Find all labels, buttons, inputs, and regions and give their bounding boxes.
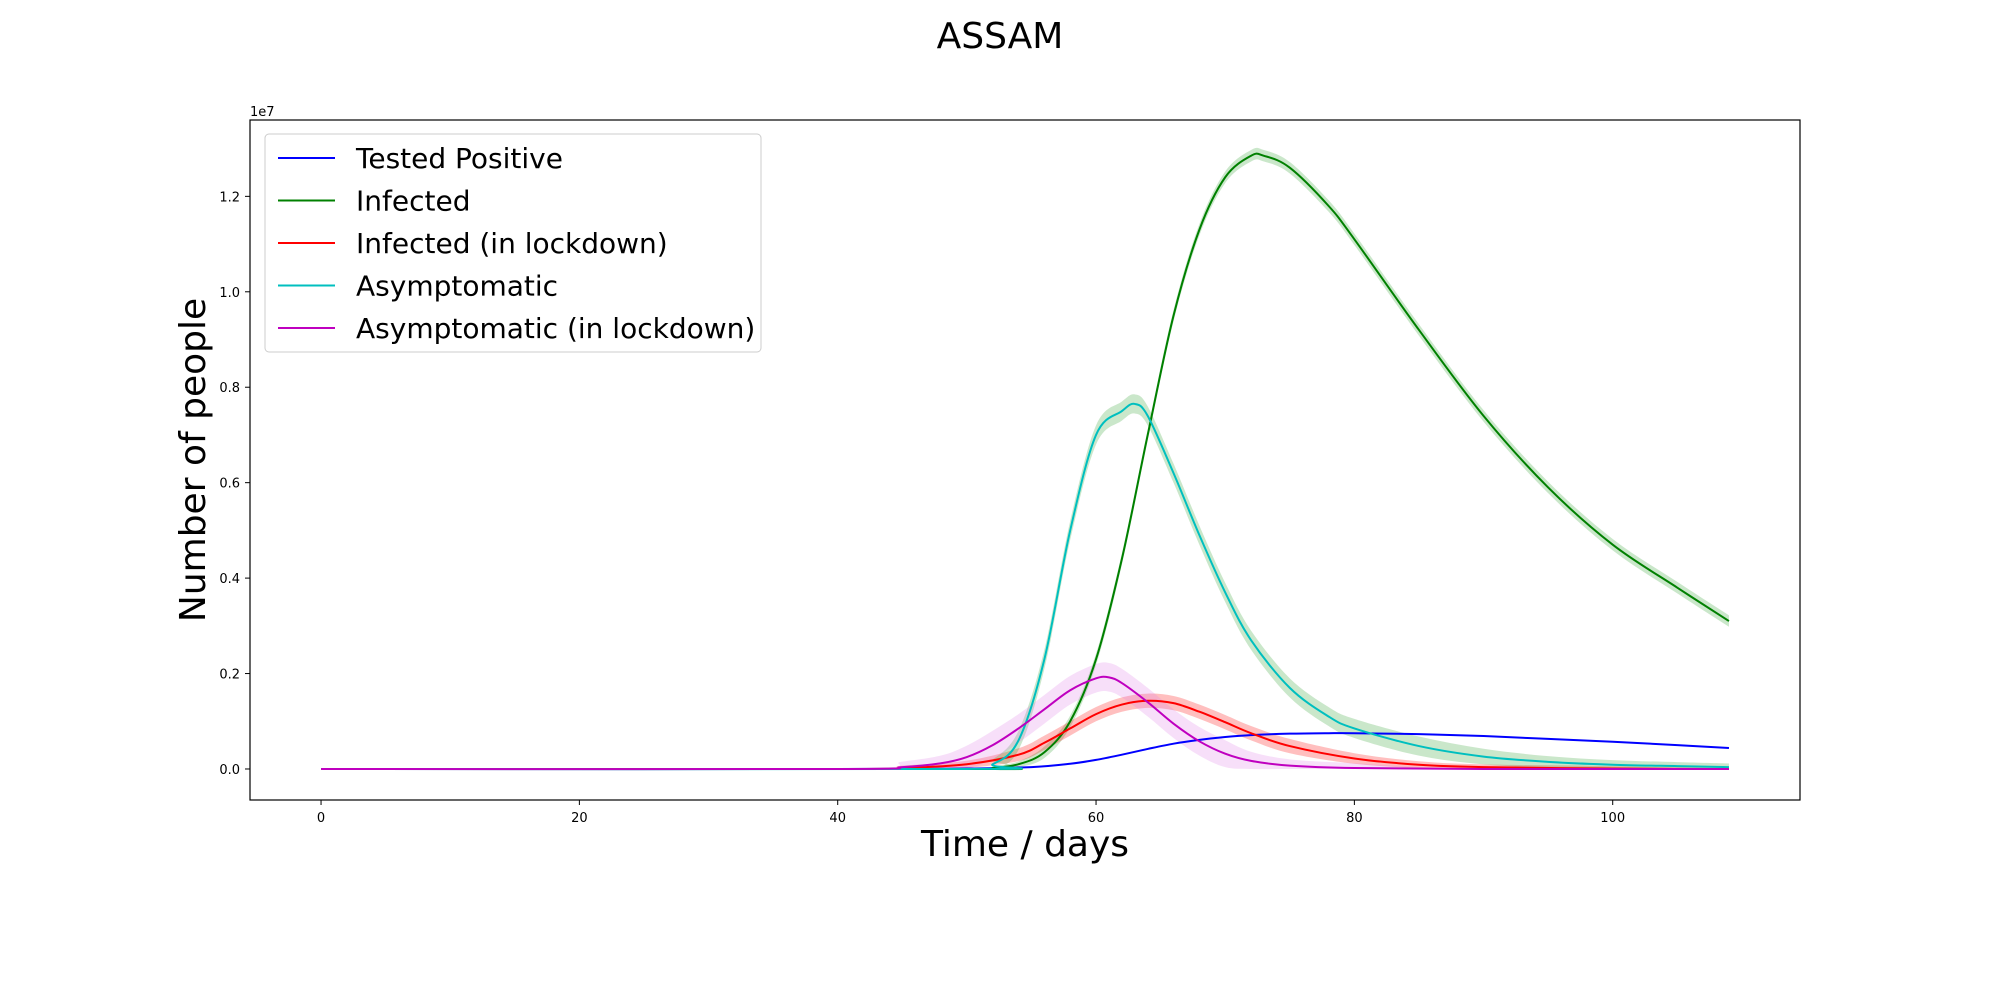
y-tick-label: 0.0	[219, 763, 240, 778]
infected-in-lockdown-band	[321, 693, 1729, 770]
y-tick-label: 0.4	[219, 572, 240, 587]
x-axis: 0 20 40 60 80 100	[317, 800, 1625, 826]
legend-label-asymptomatic: Asymptomatic	[356, 270, 558, 303]
legend-label-infected: Infected	[356, 185, 470, 218]
legend-label-tested-positive: Tested Positive	[355, 142, 563, 175]
legend: Tested Positive Infected Infected (in lock…	[264, 133, 762, 353]
y-tick-label: 0.2	[219, 668, 240, 683]
x-tick-label: 20	[571, 811, 588, 826]
confidence-bands	[321, 147, 1729, 771]
legend-box	[264, 133, 762, 353]
plot-area-frame	[249, 119, 1801, 801]
x-tick-label: 80	[1346, 811, 1363, 826]
y-tick-label: 0.6	[219, 477, 240, 492]
y-tick-label: 1.2	[219, 190, 240, 205]
asymptomatic-in-lockdown-band	[321, 662, 1729, 770]
y-tick-label: 0.8	[219, 381, 240, 396]
x-tick-label: 0	[317, 811, 325, 826]
legend-label-asymptomatic-in-lockdown: Asymptomatic (in lockdown)	[356, 312, 755, 345]
x-tick-label: 60	[1088, 811, 1105, 826]
series-lines	[321, 152, 1730, 771]
y-tick-label: 1.0	[219, 286, 240, 301]
y-axis: 0.0 0.2 0.4 0.6 0.8 1.0 1.2	[219, 190, 250, 778]
asymptomatic-line	[321, 402, 1729, 771]
legend-label-infected-in-lockdown: Infected (in lockdown)	[356, 227, 668, 260]
x-axis-title: Time / days	[920, 824, 1129, 865]
asymptomatic-in-lockdown-line	[321, 675, 1729, 771]
x-tick-label: 40	[829, 811, 846, 826]
y-axis-title: Number of people	[173, 298, 214, 622]
x-tick-label: 100	[1600, 811, 1625, 826]
y-offset-label: 1e7	[250, 105, 275, 120]
chart-title: ASSAM	[937, 16, 1064, 57]
